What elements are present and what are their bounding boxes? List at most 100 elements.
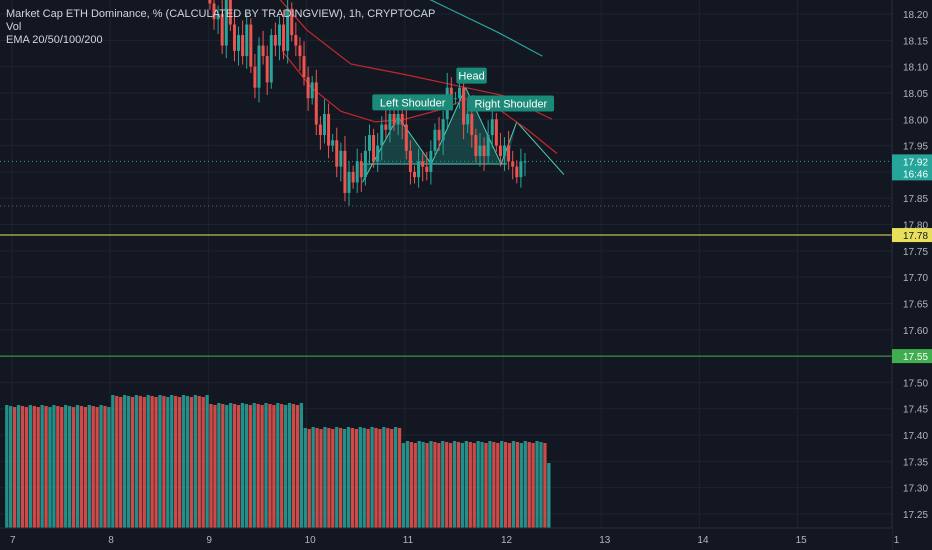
volume-bar xyxy=(527,442,531,528)
volume-bar xyxy=(476,441,480,528)
candle-body xyxy=(249,24,253,67)
volume-bar xyxy=(445,442,449,528)
volume-bar xyxy=(405,441,410,528)
y-tick-label: 17.60 xyxy=(903,326,928,337)
volume-bar xyxy=(417,441,421,528)
volume-bar xyxy=(150,396,154,528)
y-tick-label: 17.95 xyxy=(903,142,928,153)
volume-bar xyxy=(291,404,296,528)
candle-body xyxy=(498,145,502,157)
candle-body xyxy=(367,135,371,151)
chart-legend: Market Cap ETH Dominance, % (CALCULATED … xyxy=(6,8,435,47)
volume-bar xyxy=(425,443,429,528)
volume-bar xyxy=(213,405,217,528)
volume-bar xyxy=(134,395,139,528)
candle-body xyxy=(408,150,412,172)
y-tick-label: 17.50 xyxy=(903,378,928,389)
volume-bar xyxy=(64,405,68,528)
volume-bar xyxy=(209,404,213,528)
candle-body xyxy=(331,140,335,146)
candle-body xyxy=(404,124,408,151)
x-tick-label: 10 xyxy=(305,535,317,546)
volume-bar xyxy=(464,441,469,528)
price-tag-time: 16:46 xyxy=(903,169,928,180)
candle-body xyxy=(507,145,511,162)
candle-body xyxy=(212,3,216,20)
volume-bar xyxy=(382,427,386,528)
volume-bar xyxy=(303,428,307,528)
candle-body xyxy=(486,135,490,157)
volume-bar xyxy=(158,395,162,528)
candle-body xyxy=(224,0,228,46)
candle-body xyxy=(327,114,331,146)
candle-body xyxy=(519,161,523,178)
volume-bar xyxy=(20,406,25,528)
legend-vol: Vol xyxy=(6,21,22,33)
annotation-box xyxy=(372,94,454,111)
candle-body xyxy=(466,114,470,125)
volume-bar xyxy=(315,428,319,528)
volume-bar xyxy=(339,428,343,528)
volume-bar xyxy=(16,405,21,528)
annotation-label: Left Shoulder xyxy=(380,97,446,109)
volume-bar xyxy=(197,396,201,528)
y-tick-label: 18.00 xyxy=(903,115,928,126)
volume-bar xyxy=(126,396,131,528)
candle-body xyxy=(396,114,400,125)
volume-bar xyxy=(67,406,72,528)
y-tick-label: 17.65 xyxy=(903,299,928,310)
candle-body xyxy=(351,171,355,183)
volume-bar xyxy=(421,442,425,528)
volume-bar xyxy=(260,405,264,528)
volume-bar xyxy=(56,406,60,528)
volume-bar xyxy=(236,405,241,528)
volume-bar xyxy=(71,407,76,528)
y-tick-label: 17.30 xyxy=(903,484,928,495)
candle-body xyxy=(515,166,519,178)
candle-body xyxy=(437,129,441,141)
price-tag-box xyxy=(892,228,932,243)
y-tick-label: 17.40 xyxy=(903,431,928,442)
candle-body xyxy=(237,35,241,51)
volume-bar xyxy=(280,404,284,528)
volume-bar xyxy=(433,442,437,528)
volume-bar xyxy=(205,395,209,528)
candle-body xyxy=(433,129,437,151)
volume-bar xyxy=(519,443,523,528)
candle-body xyxy=(228,0,232,25)
candle-body xyxy=(363,150,367,178)
candle-body xyxy=(359,161,363,178)
candle-body xyxy=(306,77,310,99)
y-tick-label: 18.20 xyxy=(903,10,928,21)
annotation-box xyxy=(456,67,487,84)
volume-bar xyxy=(48,407,52,528)
candle-body xyxy=(425,166,429,172)
volume-bar xyxy=(311,427,315,528)
x-tick-label: 1 xyxy=(894,535,900,546)
annotation-box xyxy=(467,95,555,112)
candle-body xyxy=(339,150,343,167)
volume-bar xyxy=(95,407,99,528)
volume-bar xyxy=(79,406,84,528)
volume-bar xyxy=(87,405,91,528)
price-tag-box xyxy=(892,154,932,181)
volume-bar xyxy=(350,428,355,528)
volume-bar xyxy=(374,428,378,528)
candle-body xyxy=(294,35,298,46)
volume-bar xyxy=(358,427,362,528)
volume-bar xyxy=(193,395,197,528)
volume-bar xyxy=(52,405,56,528)
candle-body xyxy=(265,56,269,83)
volume-bar xyxy=(122,395,127,528)
volume-bar xyxy=(480,442,484,528)
volume-bar xyxy=(5,405,9,528)
volume-bar xyxy=(515,442,520,528)
candles xyxy=(208,0,527,206)
volume-bar xyxy=(370,427,374,528)
volume-bar xyxy=(507,443,512,528)
candle-body xyxy=(261,45,265,57)
y-tick-label: 17.85 xyxy=(903,194,928,205)
x-tick-label: 8 xyxy=(108,535,114,546)
